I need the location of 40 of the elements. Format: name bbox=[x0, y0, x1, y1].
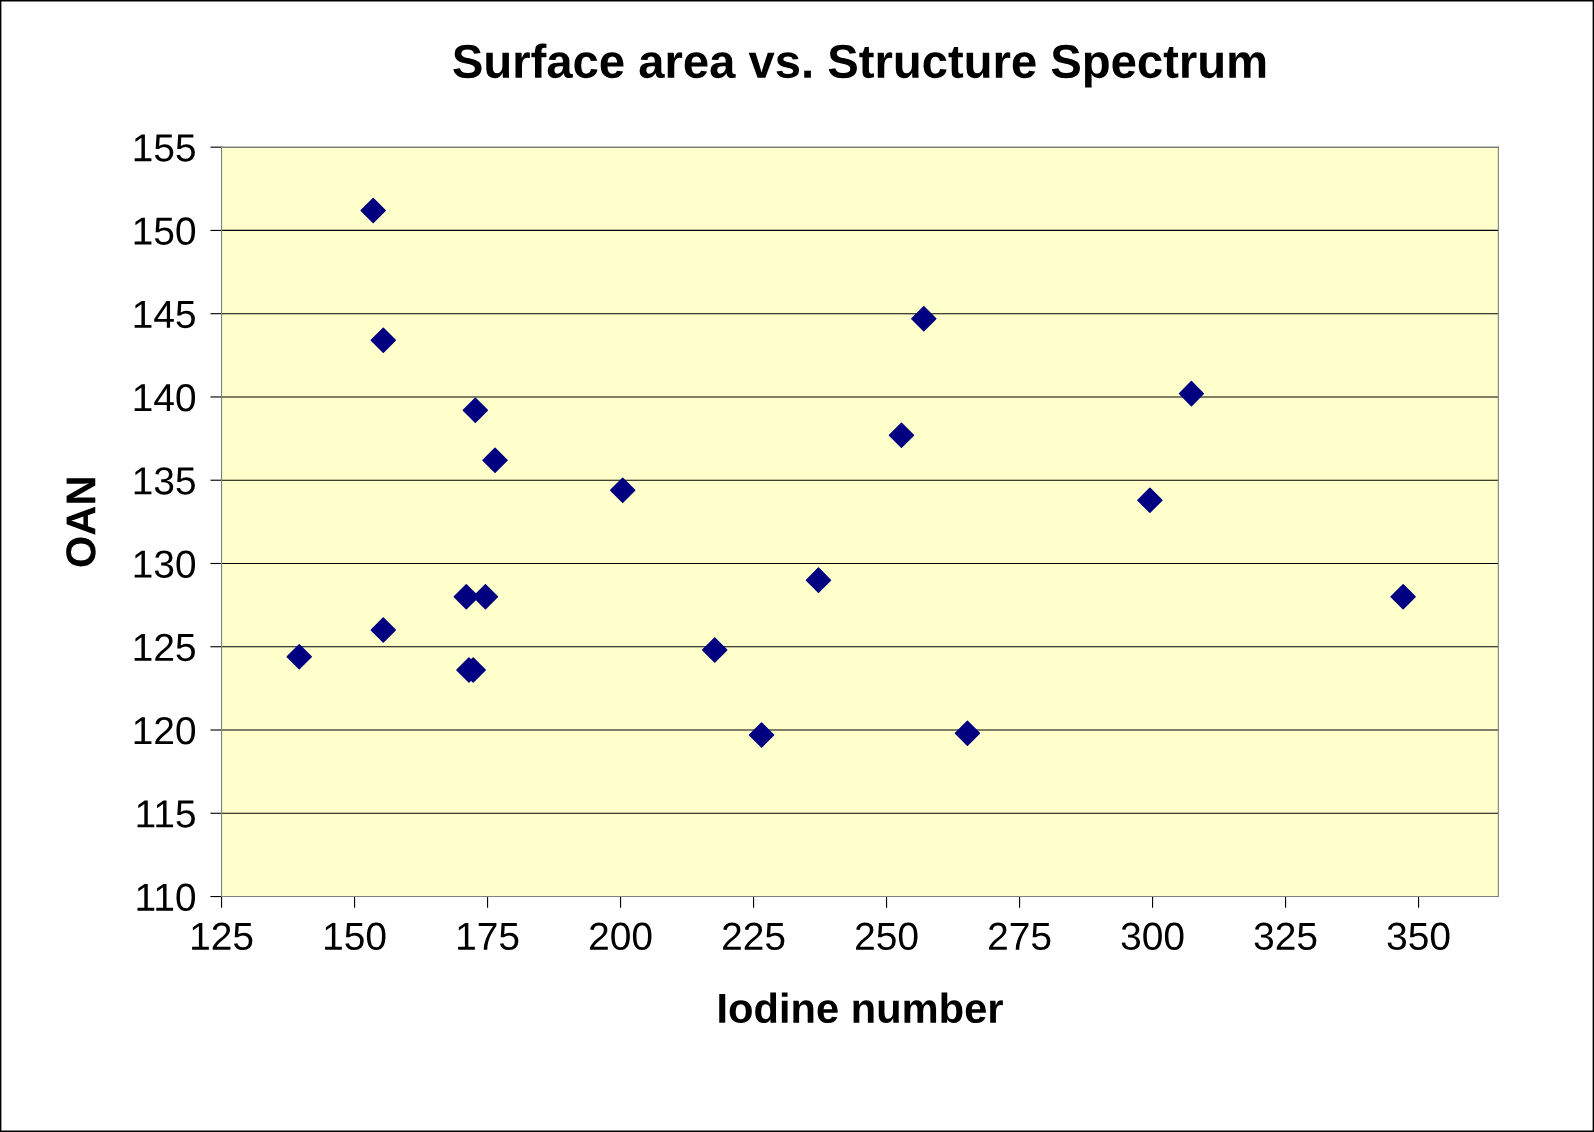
x-axis-title: Iodine number bbox=[719, 992, 1003, 1024]
point bbox=[1137, 487, 1163, 513]
y-tick-label: 120 bbox=[134, 716, 196, 745]
point bbox=[748, 722, 775, 748]
point bbox=[888, 422, 915, 448]
point bbox=[1178, 380, 1205, 407]
y-tick-label: 130 bbox=[134, 550, 196, 578]
chart-title: Surface area vs. Structure Spectrum bbox=[453, 43, 1266, 88]
y-tick-label: 150 bbox=[134, 217, 196, 245]
y-tick-label: 110 bbox=[137, 883, 196, 912]
x-tick-label: 200 bbox=[590, 922, 652, 951]
point bbox=[482, 447, 508, 473]
x-tick-label: 250 bbox=[856, 922, 918, 951]
point bbox=[805, 567, 832, 593]
x-tick-label: 150 bbox=[325, 922, 386, 951]
y-tick-label: 125 bbox=[134, 633, 195, 662]
y-tick-label: 155 bbox=[134, 134, 195, 162]
point bbox=[954, 720, 981, 747]
x-tick-label: 175 bbox=[458, 922, 519, 951]
y-tick-label: 140 bbox=[134, 383, 196, 412]
point bbox=[360, 197, 386, 224]
y-tick-label: 135 bbox=[134, 467, 195, 495]
point bbox=[370, 617, 397, 643]
point bbox=[462, 397, 489, 423]
x-tick-label: 300 bbox=[1121, 922, 1184, 951]
point bbox=[911, 305, 937, 332]
point bbox=[472, 584, 499, 610]
point bbox=[702, 637, 728, 663]
y-tick-label: 145 bbox=[134, 301, 195, 329]
x-tick-label: 275 bbox=[989, 922, 1051, 951]
point bbox=[286, 644, 312, 670]
x-tick-label: 125 bbox=[192, 922, 253, 951]
x-tick-label: 225 bbox=[723, 922, 785, 951]
point bbox=[370, 327, 397, 354]
y-axis-title: OAN bbox=[66, 478, 96, 567]
point bbox=[1390, 584, 1416, 610]
x-tick-label: 350 bbox=[1387, 922, 1450, 951]
point bbox=[609, 477, 636, 503]
x-tick-label: 325 bbox=[1254, 922, 1317, 951]
y-tick-label: 115 bbox=[137, 800, 195, 828]
